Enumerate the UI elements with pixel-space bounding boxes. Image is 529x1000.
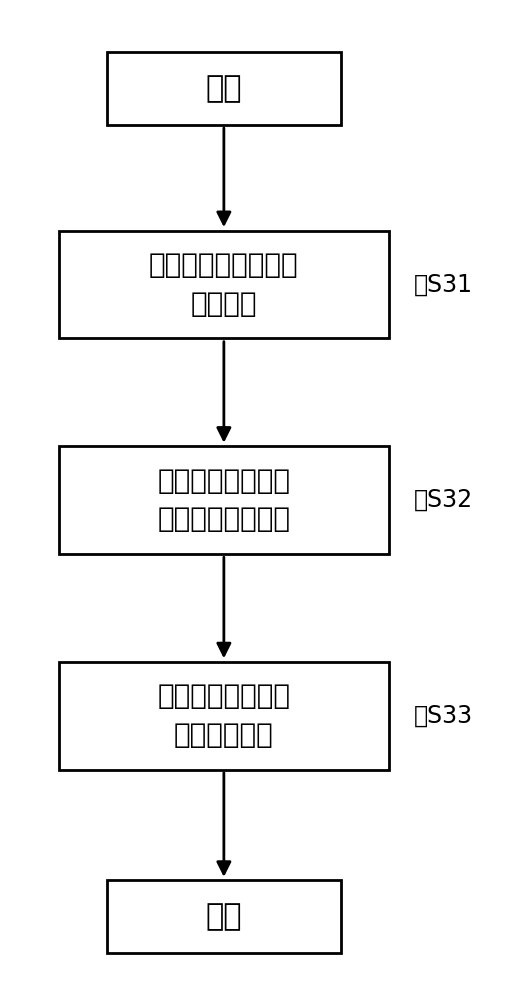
Text: 结束: 结束 — [206, 902, 242, 931]
Text: 通过压力值决定马
达的运作状态: 通过压力值决定马 达的运作状态 — [157, 682, 290, 749]
Bar — [107, 52, 341, 125]
Bar — [59, 662, 389, 770]
Text: ～S33: ～S33 — [414, 704, 473, 728]
Bar — [59, 446, 389, 554]
Text: 开始: 开始 — [206, 74, 242, 103]
Bar — [59, 231, 389, 338]
Bar — [107, 880, 341, 953]
Text: 检测单位时间电流
值，转换成压力值: 检测单位时间电流 值，转换成压力值 — [157, 466, 290, 534]
Text: 根据交流同步信号，
驱动马达: 根据交流同步信号， 驱动马达 — [149, 251, 299, 318]
Text: ～S32: ～S32 — [414, 488, 473, 512]
Text: ～S31: ～S31 — [414, 272, 473, 296]
